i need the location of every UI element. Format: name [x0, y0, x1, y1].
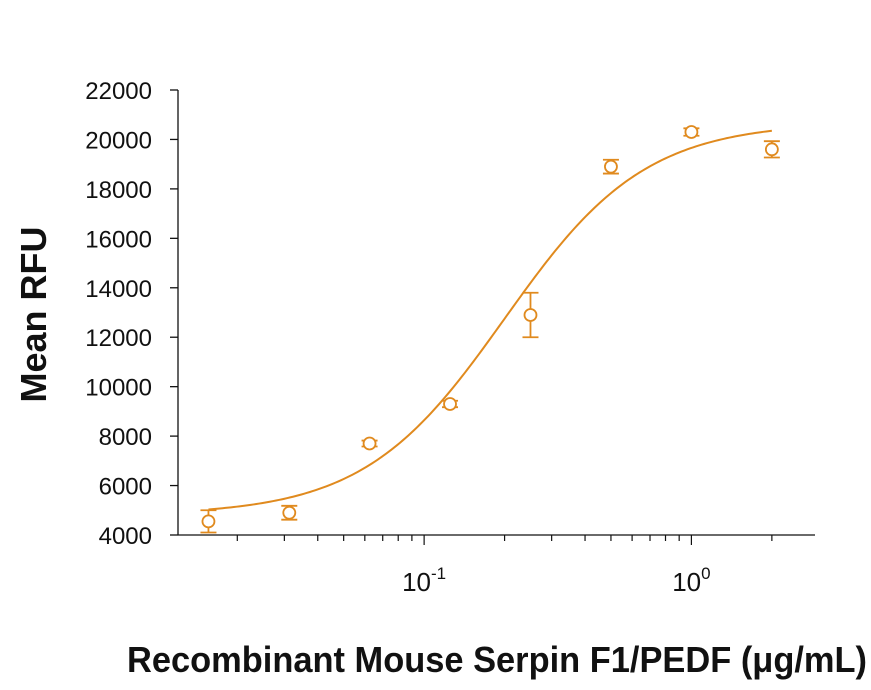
point-marker: [523, 308, 538, 322]
data-point: [763, 140, 780, 159]
y-tick-label: 12000: [85, 325, 152, 352]
y-tick-label: 8000: [99, 424, 152, 451]
data-point: [361, 436, 378, 451]
data-point: [522, 291, 539, 339]
y-axis-title: Mean RFU: [13, 226, 54, 402]
data-points: [200, 125, 780, 534]
y-tick-label: 6000: [99, 474, 152, 501]
point-marker: [684, 125, 699, 139]
y-tick-label: 20000: [85, 127, 152, 154]
point-marker: [201, 514, 216, 529]
y-tick-label: 14000: [85, 276, 152, 303]
y-tick-label: 10000: [85, 375, 152, 402]
point-marker: [764, 142, 779, 157]
fit-curve: [208, 129, 772, 511]
y-tick-label: 18000: [85, 177, 152, 204]
y-tick-label: 4000: [99, 523, 152, 550]
x-axis-ticks: 10-1 100: [236, 535, 773, 597]
axes: 4000 6000 8000 10000 12000 14000 16000 18000 200…: [85, 78, 815, 597]
data-point: [200, 509, 217, 534]
y-axis-ticks: 4000 6000 8000 10000 12000 14000 16000 18000 200…: [85, 78, 178, 550]
x-tick-label: 10-1: [402, 564, 446, 597]
point-marker: [282, 505, 297, 520]
point-marker: [362, 436, 377, 451]
data-point: [281, 504, 298, 521]
point-marker: [443, 397, 457, 411]
data-point: [683, 125, 700, 139]
x-tick-label: 100: [672, 564, 710, 597]
y-tick-label: 22000: [85, 78, 152, 105]
point-marker: [604, 159, 618, 174]
data-point: [602, 158, 619, 175]
data-point: [442, 397, 459, 411]
y-tick-label: 16000: [85, 226, 152, 253]
x-axis-title: Recombinant Mouse Serpin F1/PEDF (μg/mL): [127, 639, 867, 680]
